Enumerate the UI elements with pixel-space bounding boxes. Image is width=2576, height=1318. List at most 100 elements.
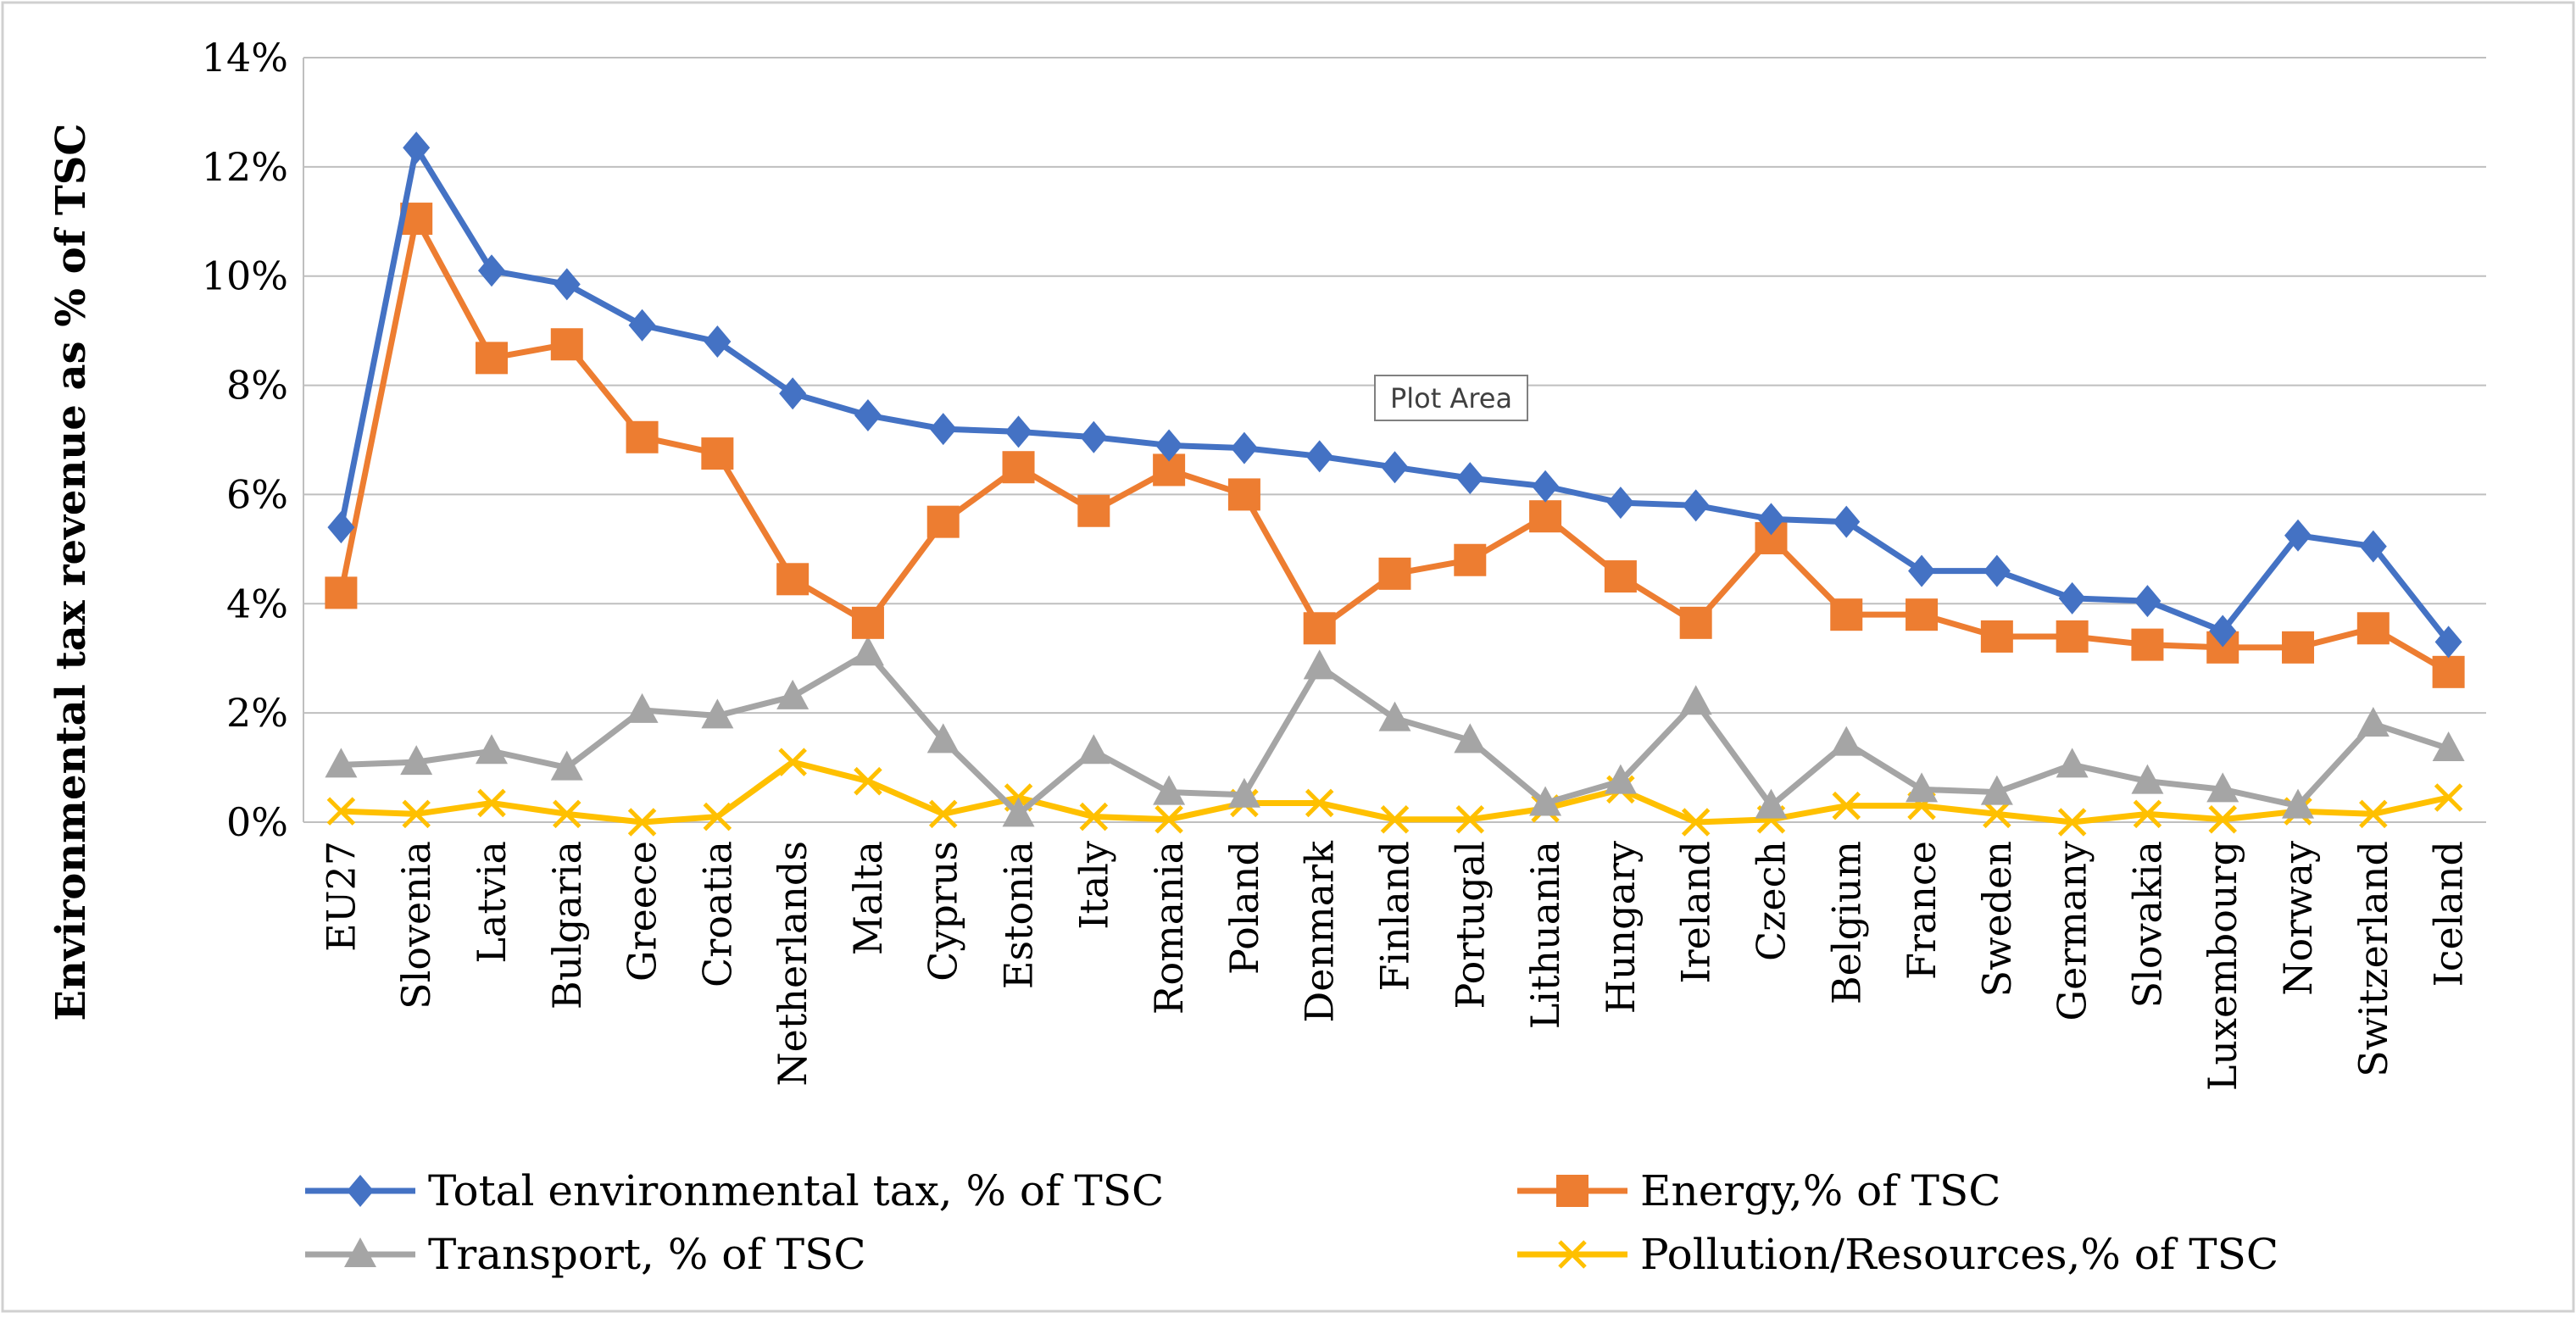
series-2 [325,636,2465,827]
y-tick-label: 4% [226,581,288,626]
x-tick-label: Italy [1071,841,1116,930]
data-point-diamond [2134,585,2162,618]
data-point-diamond [929,413,957,446]
legend-label: Energy,% of TSC [1640,1166,2000,1215]
data-point-triangle [1980,775,2013,805]
plot-area-tooltip: Plot Area [1374,375,1528,421]
data-point-x [2057,808,2087,837]
x-tick-label: Estonia [996,841,1042,989]
data-point-x [1983,799,2011,829]
x-tick-label: Poland [1221,841,1267,975]
data-point-square [2131,628,2164,661]
data-point-square [2356,612,2390,645]
y-tick-label: 12% [202,144,288,190]
data-point-diamond [2209,615,2237,648]
data-point-square [475,342,508,375]
data-point-triangle [1529,786,1562,816]
y-tick-label: 10% [202,253,288,299]
x-tick-label: Switzerland [2351,841,2396,1077]
legend-label: Total environmental tax, % of TSC [428,1166,1164,1215]
data-point-triangle [2432,731,2465,762]
x-tick-label: Luxembourg [2200,841,2245,1091]
data-point-diamond [1080,420,1108,453]
x-tick-label: Slovenia [393,841,439,1009]
data-point-triangle [2056,748,2089,778]
data-point-diamond [1381,451,1409,484]
x-tick-label: Portugal [1447,841,1493,1009]
data-point-diamond [854,399,882,432]
data-point-triangle [475,734,508,765]
data-point-diamond [2359,530,2387,563]
data-point-diamond [1456,462,1484,495]
y-tick-label: 14% [202,35,288,81]
data-point-x [402,799,431,829]
data-point-x [1832,791,1861,820]
series-3 [326,748,2463,837]
data-point-x [1455,805,1485,834]
data-point-x [1558,1240,1587,1269]
data-point-square [1002,451,1035,484]
data-point-triangle [1830,726,1863,756]
data-point-diamond [1532,470,1560,503]
data-point-x [928,799,958,829]
x-tick-label: Germany [2050,841,2095,1021]
data-point-x [778,748,807,776]
y-tick-label: 0% [226,799,288,845]
data-point-x [2133,799,2162,829]
series-1 [325,203,2465,688]
data-point-square [1679,606,1712,639]
data-point-diamond [1004,415,1032,448]
data-point-square [1529,500,1562,533]
data-point-diamond [403,131,431,164]
data-point-x [2434,783,2463,812]
x-tick-label: Czech [1748,841,1794,961]
data-point-x [2208,805,2237,834]
x-tick-label: Romania [1146,841,1192,1015]
x-tick-label: Latvia [469,841,515,964]
data-point-triangle [1679,685,1712,715]
data-point-square [325,576,358,609]
x-tick-label: Belgium [1823,841,1869,1004]
data-point-square [701,437,734,470]
data-point-triangle [2206,772,2239,803]
tick-labels: 0% 2% 4% 6% 8% 10% 12% 14% EU27 Slovenia Latvia Bul… [202,35,2472,1091]
x-tick-label: Slovakia [2124,841,2170,1008]
data-point-diamond [704,325,732,359]
data-point-x [477,788,506,818]
data-point-diamond [2434,626,2462,659]
y-tick-label: 2% [226,690,288,736]
x-tick-label: Cyprus [921,841,966,982]
data-point-x [854,766,882,796]
data-point-square [2056,620,2089,653]
data-point-x [1154,805,1183,834]
data-point-triangle [1454,723,1487,754]
data-point-square [626,420,659,453]
data-point-triangle [2356,707,2390,737]
x-tick-label: Finland [1372,841,1418,991]
data-point-triangle [400,745,433,776]
data-point-square [1906,598,1939,631]
data-point-triangle [344,1237,376,1267]
data-point-square [1454,543,1487,576]
data-point-x [627,808,657,837]
y-axis-title: Environmental tax revenue as % of TSC [47,123,95,1020]
x-tick-label: Ireland [1673,841,1719,984]
data-point-triangle [1906,772,1939,803]
x-tick-label: Iceland [2426,841,2472,987]
legend-item: Total environmental tax, % of TSC [305,1166,1164,1215]
x-tick-label: Bulgaria [544,841,590,1009]
data-point-triangle [1604,764,1637,794]
data-point-x [703,802,732,831]
legend: Total environmental tax, % of TSC Energy,… [305,1166,2278,1279]
y-tick-label: 6% [226,471,288,517]
x-tick-label: Lithuania [1522,841,1568,1029]
x-tick-label: Greece [620,841,665,982]
data-point-diamond [1606,487,1634,520]
data-point-x [1079,802,1109,831]
series-0 [327,131,2462,659]
x-tick-label: Sweden [1974,841,2020,997]
x-tick-label: Malta [845,841,891,955]
data-point-x [326,797,356,826]
x-tick-label: Croatia [694,841,740,987]
